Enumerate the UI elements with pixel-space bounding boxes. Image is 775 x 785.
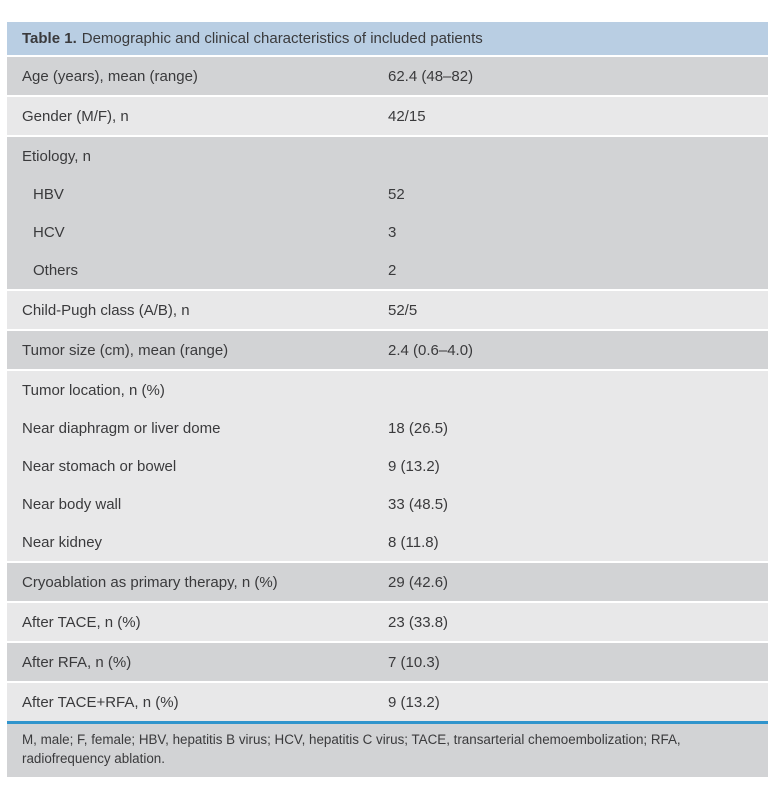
row-label: HCV bbox=[33, 223, 65, 241]
table-body: Age (years), mean (range) 62.4 (48–82) Gen… bbox=[7, 55, 768, 721]
table-header: Table 1. Demographic and clinical charac… bbox=[7, 22, 768, 55]
row-value: 18 (26.5) bbox=[388, 419, 449, 437]
row-label: Etiology, n bbox=[22, 147, 91, 165]
table-footnote: M, male; F, female; HBV, hepatitis B vir… bbox=[7, 724, 768, 777]
table-title: Demographic and clinical characteristics… bbox=[81, 30, 483, 47]
row-label: Tumor size (cm), mean (range) bbox=[22, 341, 229, 359]
row-value: 3 bbox=[388, 223, 397, 241]
table-row: Child-Pugh class (A/B), n 52/5 bbox=[7, 291, 768, 329]
row-group: After RFA, n (%) 7 (10.3) bbox=[7, 641, 768, 681]
row-value: 42/15 bbox=[388, 107, 426, 125]
row-group: Tumor location, n (%) Near diaphragm or l… bbox=[7, 369, 768, 561]
row-value: 8 (11.8) bbox=[388, 533, 439, 551]
row-value: 62.4 (48–82) bbox=[388, 67, 474, 85]
table-row: Tumor location, n (%) bbox=[7, 371, 768, 409]
row-value: 2 bbox=[388, 261, 397, 279]
row-group: Age (years), mean (range) 62.4 (48–82) bbox=[7, 55, 768, 95]
row-label: Child-Pugh class (A/B), n bbox=[22, 301, 190, 319]
row-label: Gender (M/F), n bbox=[22, 107, 129, 125]
table-row: After RFA, n (%) 7 (10.3) bbox=[7, 643, 768, 681]
row-label: Near body wall bbox=[22, 495, 122, 513]
table-row: Etiology, n bbox=[7, 137, 768, 175]
row-label: Cryoablation as primary therapy, n (%) bbox=[22, 573, 278, 591]
row-label: Others bbox=[33, 261, 79, 279]
row-label: After RFA, n (%) bbox=[22, 653, 132, 671]
row-label: Age (years), mean (range) bbox=[22, 67, 198, 85]
table-row: HBV 52 bbox=[7, 175, 768, 213]
row-value: 9 (13.2) bbox=[388, 693, 440, 711]
row-label: After TACE+RFA, n (%) bbox=[22, 693, 179, 711]
table-row: Age (years), mean (range) 62.4 (48–82) bbox=[7, 57, 768, 95]
table-row: Near stomach or bowel 9 (13.2) bbox=[7, 447, 768, 485]
table1: Table 1. Demographic and clinical charac… bbox=[7, 22, 768, 777]
table-row: Tumor size (cm), mean (range) 2.4 (0.6–4.… bbox=[7, 331, 768, 369]
row-label: After TACE, n (%) bbox=[22, 613, 141, 631]
table-row: After TACE, n (%) 23 (33.8) bbox=[7, 603, 768, 641]
table-row: Others 2 bbox=[7, 251, 768, 289]
table-number-label: Table 1. bbox=[22, 30, 77, 47]
row-label: Near diaphragm or liver dome bbox=[22, 419, 221, 437]
table-row: Near body wall 33 (48.5) bbox=[7, 485, 768, 523]
table-row: Gender (M/F), n 42/15 bbox=[7, 97, 768, 135]
table-row: HCV 3 bbox=[7, 213, 768, 251]
table-row: Near diaphragm or liver dome 18 (26.5) bbox=[7, 409, 768, 447]
row-group: Etiology, n HBV 52 HCV 3 Others 2 bbox=[7, 135, 768, 289]
row-group: Tumor size (cm), mean (range) 2.4 (0.6–4.… bbox=[7, 329, 768, 369]
row-value: 33 (48.5) bbox=[388, 495, 449, 513]
row-group: Gender (M/F), n 42/15 bbox=[7, 95, 768, 135]
table-row: Near kidney 8 (11.8) bbox=[7, 523, 768, 561]
row-value: 52 bbox=[388, 185, 405, 203]
row-value: 9 (13.2) bbox=[388, 457, 440, 475]
row-value: 29 (42.6) bbox=[388, 573, 449, 591]
row-label: Near stomach or bowel bbox=[22, 457, 177, 475]
row-label: Tumor location, n (%) bbox=[22, 381, 165, 399]
row-value: 23 (33.8) bbox=[388, 613, 449, 631]
table-row: Cryoablation as primary therapy, n (%) 29… bbox=[7, 563, 768, 601]
table-row: After TACE+RFA, n (%) 9 (13.2) bbox=[7, 683, 768, 721]
blue-divider bbox=[7, 721, 768, 724]
row-group: After TACE+RFA, n (%) 9 (13.2) bbox=[7, 681, 768, 721]
row-value: 52/5 bbox=[388, 301, 418, 319]
row-value: 7 (10.3) bbox=[388, 653, 440, 671]
row-value: 2.4 (0.6–4.0) bbox=[388, 341, 474, 359]
row-group: Child-Pugh class (A/B), n 52/5 bbox=[7, 289, 768, 329]
row-label: Near kidney bbox=[22, 533, 103, 551]
row-group: After TACE, n (%) 23 (33.8) bbox=[7, 601, 768, 641]
row-group: Cryoablation as primary therapy, n (%) 29… bbox=[7, 561, 768, 601]
row-label: HBV bbox=[33, 185, 64, 203]
